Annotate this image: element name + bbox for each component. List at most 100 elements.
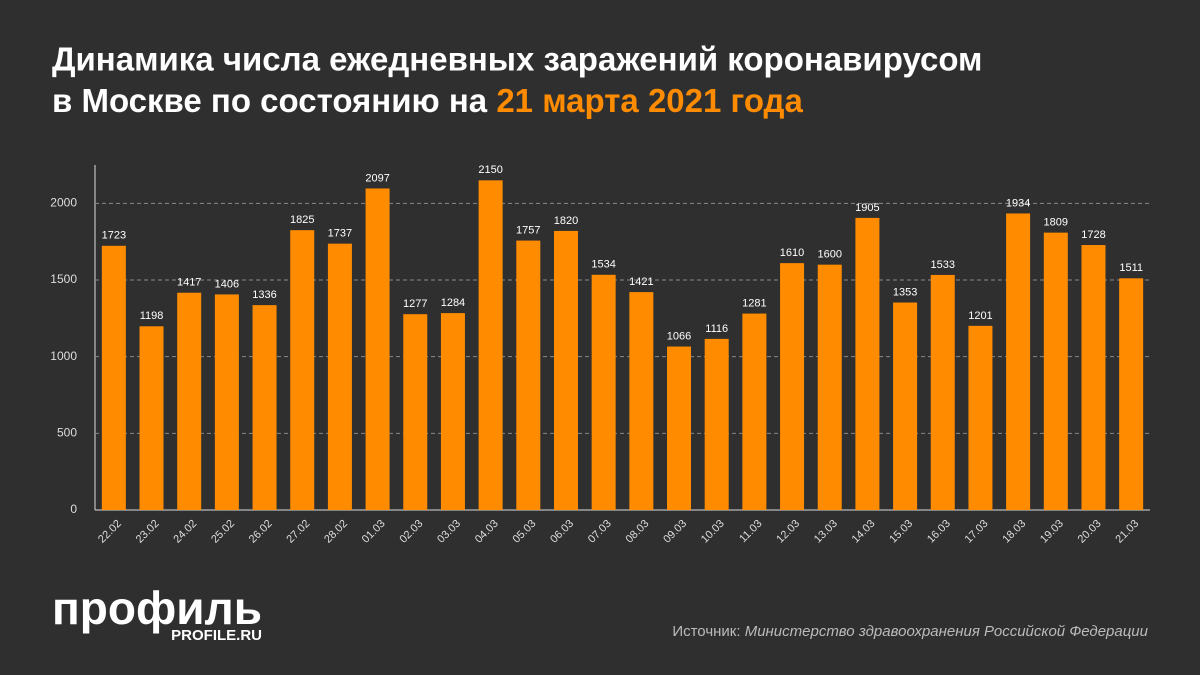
value-label: 1406 bbox=[215, 278, 239, 290]
x-tick-label: 24.02 bbox=[171, 518, 199, 546]
bar bbox=[893, 302, 918, 510]
chart-title: Динамика числа ежедневных заражений коро… bbox=[52, 41, 982, 78]
source-text: Министерство здравоохранения Российской … bbox=[745, 623, 1149, 640]
value-label: 1511 bbox=[1119, 262, 1143, 274]
value-label: 1353 bbox=[893, 286, 917, 298]
value-label: 1277 bbox=[403, 298, 427, 310]
x-tick-label: 26.02 bbox=[247, 518, 275, 546]
bar bbox=[1006, 213, 1031, 510]
bar bbox=[403, 314, 428, 510]
bar bbox=[177, 292, 202, 510]
value-label: 1336 bbox=[252, 289, 276, 301]
x-tick-label: 18.03 bbox=[1000, 518, 1028, 546]
x-tick-label: 13.03 bbox=[812, 518, 840, 546]
x-tick-label: 28.02 bbox=[322, 518, 350, 546]
y-tick-label: 1500 bbox=[50, 272, 77, 286]
bar bbox=[365, 188, 390, 510]
bar bbox=[742, 313, 767, 510]
bar bbox=[968, 325, 993, 510]
x-tick-label: 03.03 bbox=[435, 518, 463, 546]
x-tick-label: 01.03 bbox=[360, 518, 388, 546]
value-label: 1533 bbox=[931, 259, 955, 271]
value-label: 1066 bbox=[667, 330, 691, 342]
value-label: 1723 bbox=[102, 230, 126, 242]
bar bbox=[930, 274, 955, 510]
value-label: 1820 bbox=[554, 215, 578, 227]
bar bbox=[139, 326, 164, 510]
value-label: 1600 bbox=[817, 249, 841, 261]
x-tick-label: 02.03 bbox=[397, 518, 425, 546]
bar bbox=[1081, 245, 1106, 511]
bar bbox=[1043, 232, 1068, 510]
bar bbox=[667, 346, 692, 510]
bar bbox=[290, 230, 315, 510]
value-label: 1417 bbox=[177, 277, 201, 289]
bar bbox=[704, 338, 729, 510]
x-tick-label: 05.03 bbox=[511, 518, 539, 546]
y-tick-label: 500 bbox=[57, 426, 77, 440]
x-tick-label: 21.03 bbox=[1113, 518, 1141, 546]
x-tick-label: 09.03 bbox=[661, 518, 689, 546]
value-label: 1610 bbox=[780, 247, 804, 259]
source-label: Источник: bbox=[672, 623, 740, 640]
y-tick-label: 2000 bbox=[50, 196, 77, 210]
value-label: 1737 bbox=[328, 228, 352, 240]
value-label: 1116 bbox=[705, 323, 728, 335]
x-tick-label: 27.02 bbox=[284, 518, 312, 546]
bar bbox=[440, 313, 465, 510]
value-label: 1201 bbox=[968, 310, 992, 322]
x-tick-label: 23.02 bbox=[134, 518, 162, 546]
x-tick-label: 12.03 bbox=[774, 518, 802, 546]
value-label: 1809 bbox=[1044, 217, 1068, 229]
value-label: 1421 bbox=[629, 276, 653, 288]
value-label: 1198 bbox=[140, 310, 164, 322]
bar bbox=[516, 240, 541, 511]
bar bbox=[817, 264, 842, 510]
x-tick-label: 17.03 bbox=[963, 518, 991, 546]
bar bbox=[101, 245, 126, 510]
value-label: 1728 bbox=[1081, 229, 1105, 241]
bar bbox=[252, 305, 277, 510]
x-tick-label: 08.03 bbox=[624, 518, 652, 546]
title-part: в Москве по состоянию на bbox=[52, 82, 488, 119]
value-label: 1934 bbox=[1006, 197, 1030, 209]
x-tick-label: 25.02 bbox=[209, 518, 237, 546]
bar bbox=[780, 263, 805, 510]
source: Источник: Министерство здравоохранения Р… bbox=[672, 623, 1148, 640]
logo-site: PROFILE.RU bbox=[171, 627, 262, 644]
bar bbox=[855, 217, 880, 510]
x-tick-label: 06.03 bbox=[548, 518, 576, 546]
bar bbox=[629, 292, 654, 510]
x-tick-label: 11.03 bbox=[737, 518, 764, 545]
bar bbox=[591, 274, 616, 510]
bar bbox=[327, 243, 352, 510]
value-label: 2097 bbox=[365, 172, 389, 184]
x-tick-label: 15.03 bbox=[887, 518, 915, 546]
x-tick-label: 19.03 bbox=[1038, 518, 1066, 546]
x-tick-label: 07.03 bbox=[586, 518, 614, 546]
y-tick-label: 1000 bbox=[50, 349, 77, 363]
x-tick-label: 16.03 bbox=[925, 518, 953, 546]
value-label: 1905 bbox=[855, 202, 879, 214]
value-label: 1281 bbox=[742, 297, 766, 309]
x-tick-label: 10.03 bbox=[699, 518, 727, 546]
bar bbox=[214, 294, 239, 510]
logo: профиль bbox=[52, 582, 262, 634]
bar bbox=[478, 180, 503, 511]
value-label: 2150 bbox=[478, 164, 502, 176]
x-tick-label: 14.03 bbox=[850, 518, 878, 546]
x-tick-label: 22.02 bbox=[96, 518, 124, 546]
value-label: 1757 bbox=[516, 224, 540, 236]
value-label: 1284 bbox=[441, 297, 465, 309]
bar bbox=[553, 230, 578, 510]
bar bbox=[1119, 278, 1144, 510]
value-label: 1825 bbox=[290, 214, 314, 226]
value-label: 1534 bbox=[591, 259, 615, 271]
y-tick-label: 0 bbox=[70, 502, 77, 516]
chart-title: в Москве по состоянию на 21 марта 2021 г… bbox=[52, 82, 803, 119]
x-tick-label: 20.03 bbox=[1076, 518, 1104, 546]
x-tick-label: 04.03 bbox=[473, 518, 501, 546]
title-highlight: 21 марта 2021 года bbox=[496, 82, 803, 119]
